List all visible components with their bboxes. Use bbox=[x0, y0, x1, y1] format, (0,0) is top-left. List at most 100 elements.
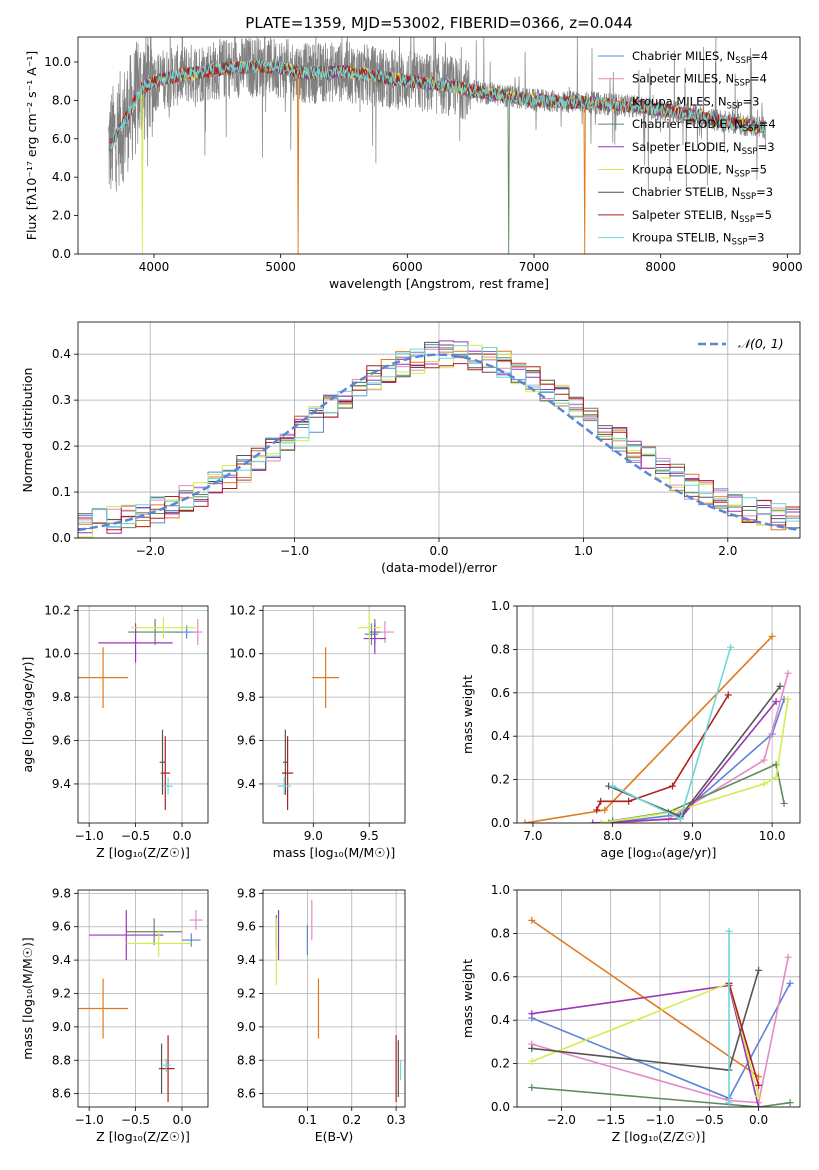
point-kroupa-stelib bbox=[161, 1058, 171, 1072]
chart-title: PLATE=1359, MJD=53002, FIBERID=0366, z=0… bbox=[245, 14, 632, 32]
tick-label-y: 0.0 bbox=[52, 247, 71, 261]
tick-label-y: 8.6 bbox=[52, 1087, 71, 1101]
point-salpeter-stelib bbox=[160, 736, 170, 810]
tick-label-x: −0.5 bbox=[695, 1113, 724, 1127]
x-axis-label: Z [log₁₀(Z/Z☉)] bbox=[612, 1129, 706, 1144]
histogram-salpeter-stelib bbox=[78, 353, 800, 531]
panel-mass-vs-ebv: 0.1 0.2 0.3 8.6 8.8 9.0 9.2 9.4 9.6 9.8 E(B-V) bbox=[237, 886, 406, 1144]
axes-frame bbox=[77, 605, 209, 824]
point-kroupa-miles bbox=[312, 647, 340, 708]
point-chabrier-elodie bbox=[128, 619, 182, 646]
series-salpeter-stelib bbox=[593, 691, 732, 814]
x-axis-label: E(B-V) bbox=[315, 1129, 354, 1144]
ticks: −2.0 −1.0 0.0 1.0 2.0 0.0 0.1 0.2 0.3 0.4 bbox=[52, 347, 737, 558]
tick-label-x: −1.0 bbox=[645, 1113, 674, 1127]
tick-label-y: 9.8 bbox=[237, 886, 256, 900]
tick-label-y: 9.6 bbox=[52, 734, 71, 748]
legend-entry: 𝒩(0, 1) bbox=[738, 336, 784, 351]
point-chabrier-stelib bbox=[159, 729, 166, 795]
legend-entry: Chabrier ELODIE, NSSP=4 bbox=[632, 117, 776, 134]
tick-label-x: 9.5 bbox=[360, 829, 379, 843]
point-salpeter-miles bbox=[193, 619, 203, 646]
axes-frame bbox=[516, 889, 801, 1108]
histogram-chabrier-stelib bbox=[78, 341, 800, 521]
point-kroupa-miles bbox=[78, 978, 129, 1039]
tick-label-y: 9.8 bbox=[52, 886, 71, 900]
tick-label-x: −0.5 bbox=[121, 829, 150, 843]
tick-label-y: 9.6 bbox=[237, 920, 256, 934]
legend-entry: Salpeter MILES, NSSP=4 bbox=[632, 72, 767, 89]
plot-area bbox=[78, 910, 203, 1102]
tick-label-x: 8000 bbox=[645, 260, 676, 274]
tick-label-y: 9.4 bbox=[237, 777, 256, 791]
tick-label-x: 0.0 bbox=[172, 829, 191, 843]
point-kroupa-stelib bbox=[163, 777, 173, 795]
ticks: −2.0 −1.5 −1.0 −0.5 0.0 0.0 0.2 0.4 0.6 0.8 1.0 bbox=[491, 883, 768, 1127]
grid bbox=[263, 890, 405, 1107]
point-salpeter-stelib bbox=[161, 1035, 175, 1102]
plot-area bbox=[108, 37, 767, 254]
x-axis-label: (data-model)/error bbox=[381, 560, 498, 575]
axes-frame bbox=[77, 36, 801, 255]
tick-label-y: 9.2 bbox=[237, 986, 256, 1000]
tick-label-y: 0.2 bbox=[491, 773, 510, 787]
tick-label-x: 0.0 bbox=[749, 1113, 768, 1127]
legend-entry: Kroupa MILES, NSSP=3 bbox=[632, 94, 759, 111]
tick-label-x: 0.0 bbox=[172, 1113, 191, 1127]
x-axis-label: wavelength [Angstrom, rest frame] bbox=[329, 276, 549, 291]
plot-area bbox=[521, 632, 792, 823]
tick-label-y: 10.0 bbox=[44, 55, 71, 69]
tick-label-x: 7.0 bbox=[523, 829, 542, 843]
ticks: 0.1 0.2 0.3 8.6 8.8 9.0 9.2 9.4 9.6 9.8 bbox=[237, 886, 406, 1127]
point-salpeter-elodie bbox=[363, 623, 386, 654]
series-line bbox=[531, 919, 760, 1078]
tick-label-x: −1.0 bbox=[280, 544, 309, 558]
point-kroupa-miles bbox=[78, 647, 129, 708]
tick-label-y: 9.2 bbox=[52, 986, 71, 1000]
series-line bbox=[531, 957, 789, 1104]
tick-label-x: 0.2 bbox=[342, 1113, 361, 1127]
point-chabrier-stelib bbox=[283, 729, 288, 795]
y-axis-label: age [log₁₀(age/yr)] bbox=[20, 657, 35, 773]
panel-age-vs-mass: 9.0 9.5 9.4 9.6 9.8 10.0 10.2 mass [log₁₀(M/M☉)… bbox=[229, 603, 406, 860]
x-axis-label: Z [log₁₀(Z/Z☉)] bbox=[96, 845, 190, 860]
plot-area bbox=[528, 916, 794, 1107]
plot-area bbox=[78, 616, 203, 810]
tick-label-x: −0.5 bbox=[121, 1113, 150, 1127]
y-axis-label: mass [log₁₀(M/M☉)] bbox=[20, 937, 35, 1059]
tick-label-y: 9.0 bbox=[237, 1020, 256, 1034]
ticks: −1.0 −0.5 0.0 8.6 8.8 9.0 9.2 9.4 9.6 9.8 bbox=[52, 886, 192, 1127]
tick-label-y: 0.8 bbox=[491, 642, 510, 656]
tick-label-y: 8.8 bbox=[237, 1053, 256, 1067]
tick-label-y: 0.4 bbox=[491, 1013, 510, 1027]
tick-label-x: 0.3 bbox=[387, 1113, 406, 1127]
legend-entry: Salpeter STELIB, NSSP=5 bbox=[632, 208, 772, 225]
axes-frame bbox=[77, 889, 209, 1108]
tick-label-x: 2.0 bbox=[718, 544, 737, 558]
tick-label-y: 8.6 bbox=[237, 1087, 256, 1101]
panel-spectrum: 4000 5000 6000 7000 8000 9000 0.0 2.0 4.0 6.0 8.0 1… bbox=[24, 14, 803, 291]
tick-label-y: 9.8 bbox=[237, 690, 256, 704]
grid bbox=[78, 606, 208, 823]
legend: Chabrier MILES, NSSP=4 Salpeter MILES, NS… bbox=[598, 49, 776, 248]
point-salpeter-elodie bbox=[89, 910, 164, 961]
series-line bbox=[595, 694, 729, 811]
tick-label-y: 1.0 bbox=[491, 883, 510, 897]
tick-label-x: 6000 bbox=[392, 260, 423, 274]
point-kroupa-elodie bbox=[358, 612, 381, 643]
series-kroupa-miles bbox=[528, 916, 763, 1081]
point-chabrier-miles bbox=[182, 933, 201, 947]
series-line bbox=[608, 699, 785, 823]
panel-mass-weight-vs-Z: −2.0 −1.5 −1.0 −0.5 0.0 0.0 0.2 0.4 0.6 0.8 1.0 Z [… bbox=[460, 883, 801, 1144]
tick-label-y: 9.8 bbox=[52, 690, 71, 704]
tick-label-x: −2.0 bbox=[136, 544, 165, 558]
tick-label-x: 10.0 bbox=[759, 829, 786, 843]
legend-entry: Salpeter ELODIE, NSSP=3 bbox=[632, 140, 775, 157]
tick-label-y: 9.4 bbox=[52, 953, 71, 967]
tick-label-y: 0.2 bbox=[491, 1057, 510, 1071]
panel-mass-vs-Z: −1.0 −0.5 0.0 8.6 8.8 9.0 9.2 9.4 9.6 9.8 Z [log₁₀… bbox=[20, 886, 209, 1144]
legend-entry: Chabrier STELIB, NSSP=3 bbox=[632, 185, 773, 202]
tick-label-y: 0.0 bbox=[491, 816, 510, 830]
tick-label-x: 0.1 bbox=[298, 1113, 317, 1127]
tick-label-y: 10.0 bbox=[44, 647, 71, 661]
